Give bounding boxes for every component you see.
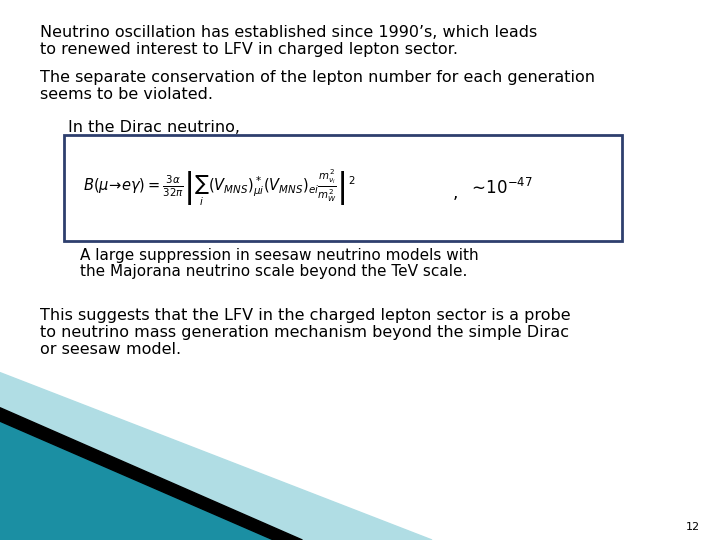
Text: A large suppression in seesaw neutrino models with: A large suppression in seesaw neutrino m… bbox=[80, 248, 479, 263]
Polygon shape bbox=[0, 373, 432, 540]
Text: In the Dirac neutrino,: In the Dirac neutrino, bbox=[68, 120, 240, 135]
Text: Neutrino oscillation has established since 1990’s, which leads: Neutrino oscillation has established sin… bbox=[40, 25, 537, 40]
Text: $\sim\!10^{-47}$: $\sim\!10^{-47}$ bbox=[468, 178, 533, 198]
Text: to renewed interest to LFV in charged lepton sector.: to renewed interest to LFV in charged le… bbox=[40, 42, 458, 57]
Text: seems to be violated.: seems to be violated. bbox=[40, 87, 213, 102]
Text: to neutrino mass generation mechanism beyond the simple Dirac: to neutrino mass generation mechanism be… bbox=[40, 325, 569, 340]
Text: This suggests that the LFV in the charged lepton sector is a probe: This suggests that the LFV in the charge… bbox=[40, 308, 571, 323]
Polygon shape bbox=[0, 408, 302, 540]
Text: ,: , bbox=[453, 184, 459, 202]
Text: or seesaw model.: or seesaw model. bbox=[40, 342, 181, 357]
Polygon shape bbox=[0, 421, 274, 540]
Text: 12: 12 bbox=[686, 522, 700, 532]
Text: the Majorana neutrino scale beyond the TeV scale.: the Majorana neutrino scale beyond the T… bbox=[80, 264, 467, 279]
Text: The separate conservation of the lepton number for each generation: The separate conservation of the lepton … bbox=[40, 70, 595, 85]
Text: $B(\mu\!\rightarrow\!e\gamma) = \frac{3\alpha}{32\pi}\left|\sum_i (V_{MNS})^*_{\: $B(\mu\!\rightarrow\!e\gamma) = \frac{3\… bbox=[83, 168, 356, 208]
